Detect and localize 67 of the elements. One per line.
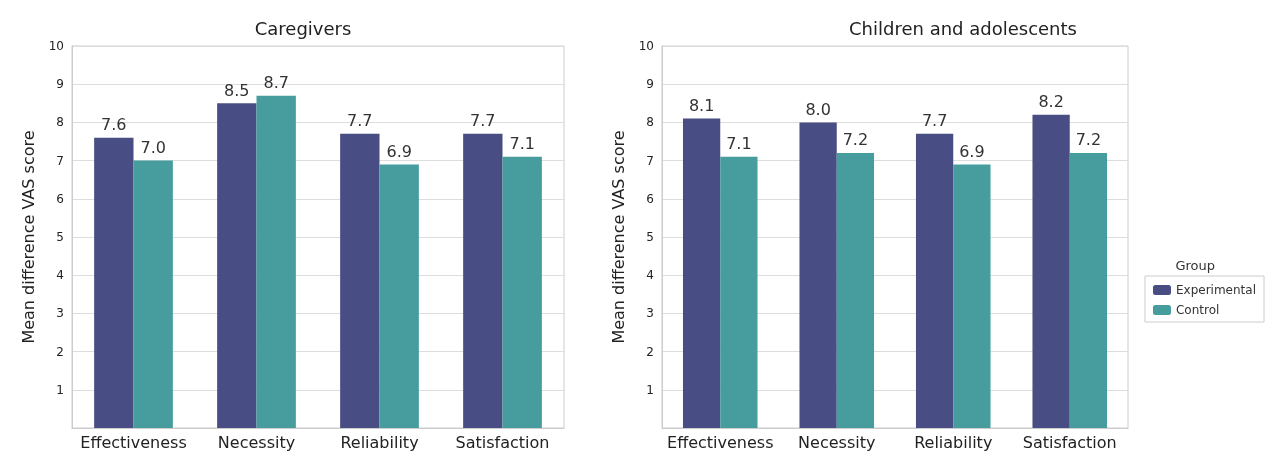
y-tick-label: 6 — [56, 191, 64, 206]
legend-label: Experimental — [1175, 283, 1257, 297]
data-label: 8.5 — [224, 80, 250, 100]
data-label: 7.0 — [140, 138, 166, 158]
data-label: 8.2 — [1038, 92, 1064, 112]
data-label: 7.1 — [509, 134, 535, 154]
y-tick-label: 3 — [646, 306, 654, 321]
legend-label: Control — [1175, 303, 1220, 317]
x-tick-label: Satisfaction — [1022, 432, 1117, 452]
y-tick-label: 8 — [56, 115, 64, 130]
y-tick-label: 9 — [56, 77, 64, 92]
y-tick-label: 8 — [646, 115, 654, 130]
y-tick-label: 10 — [48, 39, 64, 53]
data-label: 7.1 — [726, 134, 752, 154]
y-tick-label: 1 — [646, 382, 654, 397]
x-tick-label: Effectiveness — [667, 432, 774, 452]
data-label: 6.9 — [386, 141, 412, 161]
y-axis-title: Mean difference VAS score — [18, 130, 38, 344]
bar — [682, 118, 721, 428]
bar — [720, 156, 758, 428]
y-tick-label: 3 — [56, 306, 64, 321]
data-label: 7.7 — [470, 111, 496, 131]
y-tick-label: 2 — [646, 344, 654, 359]
chart-title: Caregivers — [254, 17, 352, 39]
y-tick-label: 7 — [56, 153, 64, 168]
bar — [217, 103, 257, 428]
x-tick-label: Necessity — [798, 432, 876, 452]
bar — [379, 164, 419, 428]
y-tick-label: 10 — [638, 39, 654, 53]
bar — [1069, 152, 1108, 428]
bar — [340, 133, 380, 428]
x-tick-label: Reliability — [914, 432, 993, 452]
data-label: 7.2 — [1075, 130, 1102, 150]
bar — [502, 156, 542, 428]
x-tick-label: Necessity — [217, 432, 296, 452]
legend-title: Group — [1175, 258, 1215, 273]
y-axis-title: Mean difference VAS score — [608, 130, 628, 344]
data-label: 8.0 — [805, 99, 831, 119]
data-label: 7.6 — [101, 115, 127, 135]
chart-title: Children and adolescents — [849, 17, 1077, 39]
bar — [94, 137, 134, 428]
bar — [133, 160, 173, 428]
y-tick-label: 5 — [56, 230, 64, 244]
data-label: 8.7 — [263, 73, 289, 93]
x-tick-label: Effectiveness — [80, 432, 187, 452]
data-label: 7.7 — [921, 111, 948, 131]
x-tick-label: Reliability — [340, 432, 419, 452]
y-tick-label: 5 — [646, 230, 654, 244]
data-label: 8.1 — [688, 96, 715, 116]
x-tick-label: Satisfaction — [455, 432, 550, 452]
data-label: 6.9 — [959, 141, 985, 161]
bar — [915, 133, 954, 428]
y-tick-label: 9 — [646, 77, 654, 92]
bar — [953, 164, 991, 428]
data-label: 7.7 — [347, 111, 373, 131]
data-label: 7.2 — [842, 130, 869, 150]
y-tick-label: 7 — [646, 153, 654, 168]
y-tick-label: 1 — [56, 382, 64, 397]
bar — [256, 95, 296, 428]
bar — [1032, 114, 1070, 428]
bar — [463, 133, 503, 428]
bar — [836, 152, 875, 428]
y-tick-label: 2 — [56, 344, 64, 359]
y-tick-label: 4 — [56, 268, 64, 283]
bar — [799, 122, 837, 428]
y-tick-label: 4 — [646, 268, 654, 283]
y-tick-label: 6 — [646, 191, 654, 206]
